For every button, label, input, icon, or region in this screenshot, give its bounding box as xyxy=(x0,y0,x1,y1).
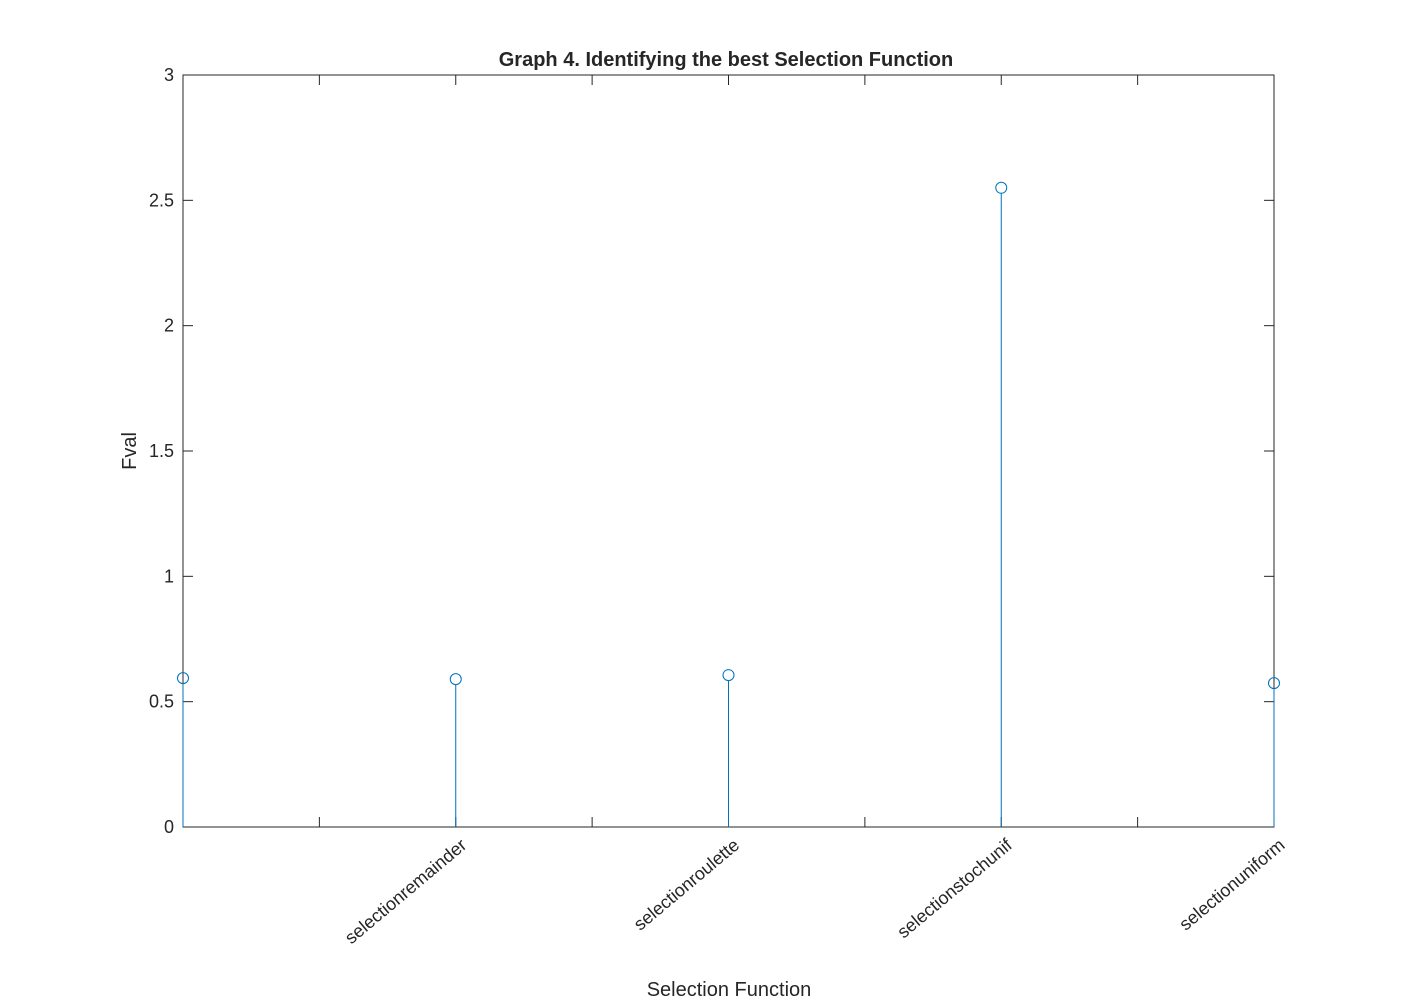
y-tick-label: 2 xyxy=(164,316,174,336)
y-tick-label: 0 xyxy=(164,817,174,837)
y-axis-label: Fval xyxy=(119,432,141,470)
stem-marker xyxy=(177,672,189,685)
x-tick-label: selectionuniform xyxy=(1175,835,1288,935)
x-axis-label: Selection Function xyxy=(647,979,812,1001)
y-tick-label: 3 xyxy=(164,65,174,85)
stem-series xyxy=(177,181,1280,827)
y-tick-label: 2.5 xyxy=(149,190,174,210)
y-tick-label: 1.5 xyxy=(149,441,174,461)
stem-marker xyxy=(449,673,462,686)
y-tick-label: 1 xyxy=(164,566,174,586)
chart-title: Graph 4. Identifying the best Selection … xyxy=(499,49,953,71)
x-axis-ticks: selectionremainder selectionroulette selec… xyxy=(182,75,1289,948)
stem-marker xyxy=(1268,677,1280,690)
x-tick-label: selectionremainder xyxy=(341,835,470,948)
y-axis-ticks: 0 0.5 1 1.5 2 2.5 3 xyxy=(149,65,1274,837)
x-tick-label: selectionstochunif xyxy=(893,834,1016,942)
y-tick-label: 0.5 xyxy=(149,692,174,712)
x-tick-label: selectionroulette xyxy=(630,835,743,935)
stem-marker xyxy=(722,669,735,682)
stem-marker xyxy=(995,181,1008,194)
